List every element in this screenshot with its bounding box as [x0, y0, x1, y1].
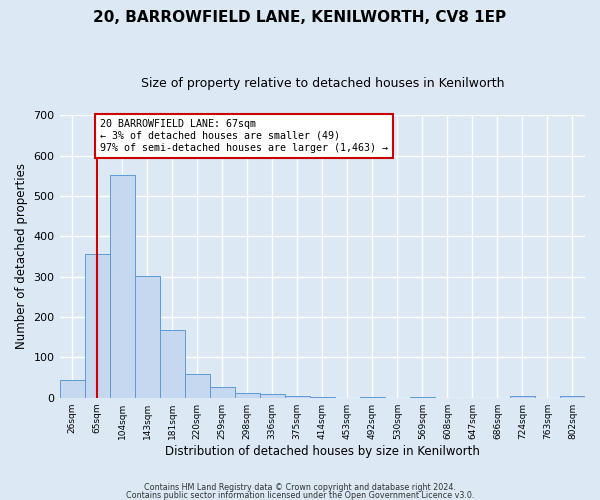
Bar [134, 276, 160, 398]
Bar [510, 396, 535, 398]
Text: 20 BARROWFIELD LANE: 67sqm
← 3% of detached houses are smaller (49)
97% of semi-: 20 BARROWFIELD LANE: 67sqm ← 3% of detac… [100, 120, 388, 152]
Bar [560, 396, 585, 398]
Bar [260, 394, 285, 398]
Y-axis label: Number of detached properties: Number of detached properties [15, 164, 28, 350]
Bar [410, 397, 435, 398]
Bar [209, 387, 235, 398]
Bar [110, 175, 134, 398]
Bar [360, 397, 385, 398]
Title: Size of property relative to detached houses in Kenilworth: Size of property relative to detached ho… [140, 78, 504, 90]
Bar [160, 330, 185, 398]
Bar [310, 397, 335, 398]
Bar [85, 254, 110, 398]
Bar [185, 374, 209, 398]
Text: 20, BARROWFIELD LANE, KENILWORTH, CV8 1EP: 20, BARROWFIELD LANE, KENILWORTH, CV8 1E… [94, 10, 506, 25]
Bar [285, 396, 310, 398]
Bar [59, 380, 85, 398]
Bar [235, 393, 260, 398]
X-axis label: Distribution of detached houses by size in Kenilworth: Distribution of detached houses by size … [165, 444, 480, 458]
Text: Contains HM Land Registry data © Crown copyright and database right 2024.: Contains HM Land Registry data © Crown c… [144, 484, 456, 492]
Text: Contains public sector information licensed under the Open Government Licence v3: Contains public sector information licen… [126, 490, 474, 500]
